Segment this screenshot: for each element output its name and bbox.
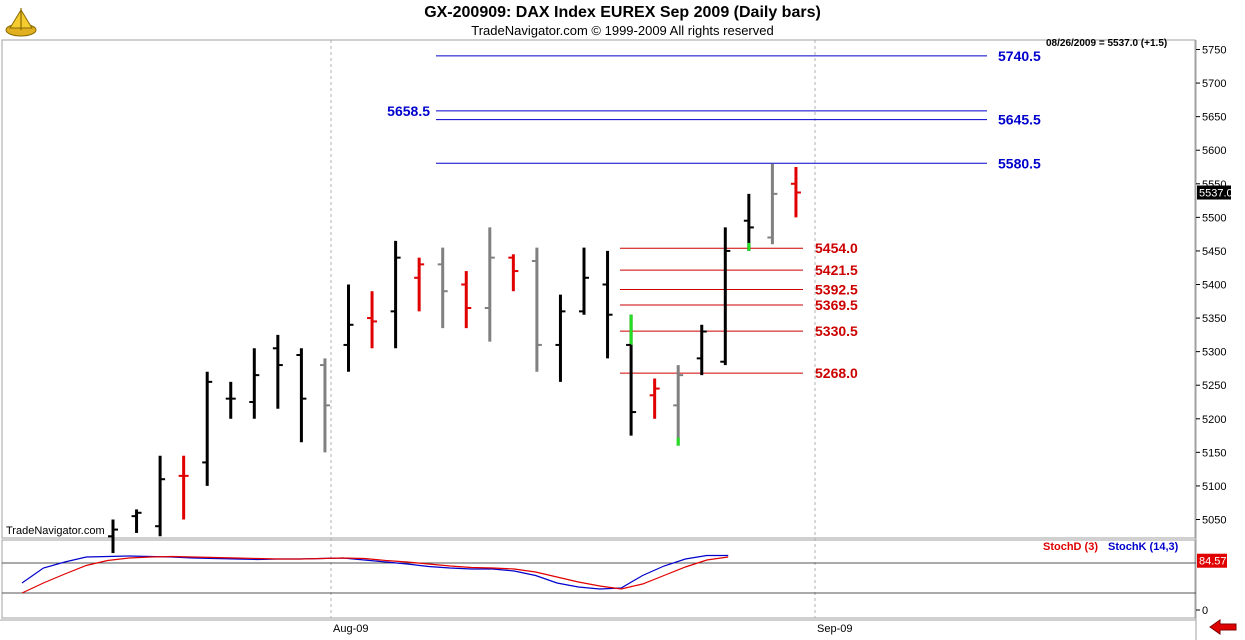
- chart-subtitle: TradeNavigator.com © 1999-2009 All right…: [471, 23, 774, 38]
- y-tick-label: 5200: [1202, 414, 1226, 426]
- stoch-value-box: [1197, 553, 1227, 568]
- scroll-left-arrow-icon[interactable]: [1208, 619, 1238, 635]
- stoch-line: [21, 555, 729, 594]
- chart-title: GX-200909: DAX Index EUREX Sep 2009 (Dai…: [424, 4, 821, 21]
- stoch-value-label: 84.57: [1199, 556, 1227, 568]
- support-label: 5330.5: [815, 323, 858, 339]
- y-tick-label: 5400: [1202, 280, 1226, 292]
- legend-stochd: StochD (3): [1043, 541, 1098, 553]
- last-price-label: 5537.0: [1199, 188, 1233, 200]
- stoch-y-tick-label: 0: [1202, 605, 1208, 617]
- y-tick-label: 5600: [1202, 145, 1226, 157]
- support-label: 5268.0: [815, 365, 858, 381]
- y-tick-label: 5700: [1202, 78, 1226, 90]
- x-tick-label: Sep-09: [817, 623, 852, 635]
- y-tick-label: 5350: [1202, 313, 1226, 325]
- last-quote-label: 08/26/2009 = 5537.0 (+1.5): [1046, 38, 1168, 49]
- y-tick-label: 5500: [1202, 212, 1226, 224]
- support-label: 5454.0: [815, 240, 858, 256]
- resistance-label: 5740.5: [998, 48, 1041, 64]
- support-label: 5421.5: [815, 262, 858, 278]
- support-label: 5392.5: [815, 282, 858, 298]
- y-tick-label: 5750: [1202, 45, 1226, 57]
- y-tick-label: 5300: [1202, 347, 1226, 359]
- watermark: TradeNavigator.com: [6, 525, 105, 537]
- y-tick-label: 5450: [1202, 246, 1226, 258]
- tradenavigator-logo-icon: [5, 8, 37, 37]
- y-tick-label: 5150: [1202, 447, 1226, 459]
- resistance-label: 5580.5: [998, 155, 1041, 171]
- resistance-label: 5658.5: [387, 103, 430, 119]
- y-tick-label: 5250: [1202, 380, 1226, 392]
- y-tick-label: 5050: [1202, 515, 1226, 527]
- y-tick-label: 5100: [1202, 481, 1226, 493]
- support-label: 5369.5: [815, 297, 858, 313]
- stoch-line: [21, 554, 729, 590]
- legend-stochk: StochK (14,3): [1108, 541, 1179, 553]
- resistance-label: 5645.5: [998, 112, 1041, 128]
- indicator-pane: [1, 539, 1196, 619]
- price-pane: [1, 39, 1196, 539]
- x-tick-label: Aug-09: [333, 623, 368, 635]
- last-price-box: [1197, 185, 1231, 200]
- y-tick-label: 5650: [1202, 112, 1226, 124]
